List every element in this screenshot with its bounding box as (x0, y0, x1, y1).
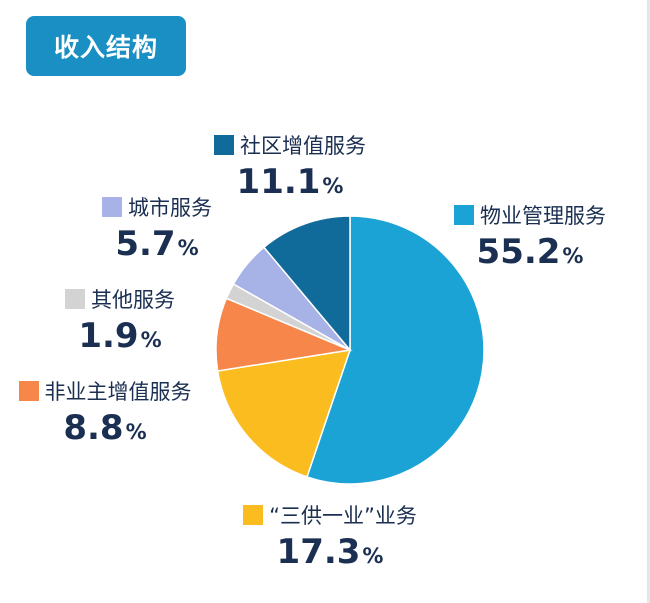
label-name: 物业管理服务 (480, 204, 606, 228)
label-property-management: 物业管理服务 55.2% (420, 200, 640, 276)
label-value: 17.3 (276, 532, 361, 572)
label-value: 55.2 (476, 232, 561, 272)
label-name: “三供一业”业务 (269, 504, 417, 528)
label-name: 其他服务 (91, 288, 175, 312)
label-unit: % (177, 236, 199, 260)
legend-swatch (65, 289, 85, 309)
pie-slice-5 (262, 215, 351, 353)
label-other-services: 其他服务 1.9% (35, 284, 205, 360)
label-value: 1.9 (78, 316, 139, 356)
legend-swatch (243, 505, 264, 525)
label-name: 社区增值服务 (240, 134, 366, 158)
legend-swatch (18, 381, 39, 401)
label-community-services: 社区增值服务 11.1% (180, 130, 400, 206)
label-unit: % (125, 420, 147, 444)
label-unit: % (362, 544, 384, 568)
pie-slice-1 (216, 349, 352, 478)
legend-swatch (454, 205, 474, 225)
legend-swatch (102, 197, 122, 217)
label-unit: % (140, 328, 162, 352)
label-non-owner-services: 非业主增值服务 8.8% (0, 376, 210, 452)
label-three-supplies-business: “三供一业”业务 17.3% (200, 500, 460, 576)
legend-swatch (214, 135, 234, 155)
label-unit: % (562, 244, 584, 268)
label-value: 5.7 (115, 224, 176, 264)
label-value: 11.1 (236, 162, 321, 202)
label-city-services: 城市服务 5.7% (72, 192, 242, 268)
pie-slice-0 (306, 215, 485, 485)
chart-title-badge: 收入结构 (26, 16, 186, 76)
label-unit: % (322, 174, 344, 198)
label-name: 非业主增值服务 (44, 380, 192, 404)
label-value: 8.8 (63, 408, 124, 448)
label-name: 城市服务 (128, 196, 212, 220)
right-edge-divider (647, 0, 650, 603)
